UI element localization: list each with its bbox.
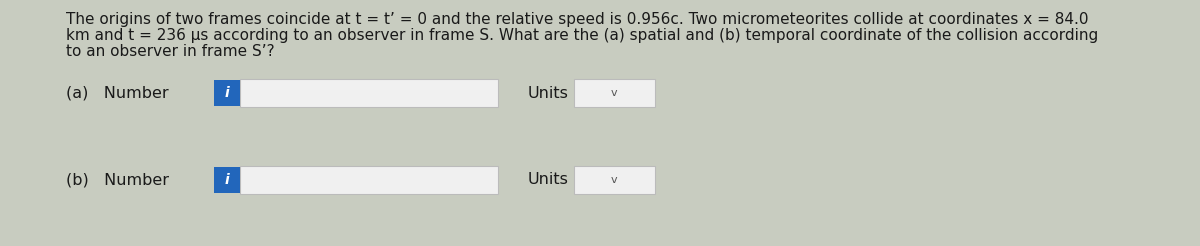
Text: (a)   Number: (a) Number [66, 86, 169, 101]
Text: km and t = 236 μs according to an observer in frame S. What are the (a) spatial : km and t = 236 μs according to an observ… [66, 28, 1098, 43]
FancyBboxPatch shape [240, 79, 498, 108]
FancyBboxPatch shape [214, 167, 240, 193]
Text: v: v [611, 175, 618, 184]
Text: i: i [224, 87, 229, 100]
Text: Units: Units [528, 86, 569, 101]
FancyBboxPatch shape [574, 79, 655, 108]
FancyBboxPatch shape [240, 166, 498, 194]
Text: (b)   Number: (b) Number [66, 172, 169, 187]
Text: to an observer in frame S’?: to an observer in frame S’? [66, 44, 275, 59]
FancyBboxPatch shape [214, 80, 240, 107]
Text: The origins of two frames coincide at t = t’ = 0 and the relative speed is 0.956: The origins of two frames coincide at t … [66, 12, 1088, 27]
FancyBboxPatch shape [574, 166, 655, 194]
Text: Units: Units [528, 172, 569, 187]
Text: i: i [224, 173, 229, 186]
Text: v: v [611, 89, 618, 98]
